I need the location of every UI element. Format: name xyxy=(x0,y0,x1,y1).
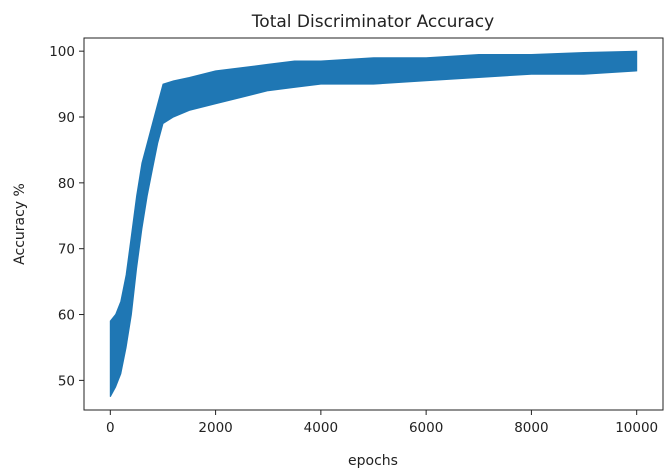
y-tick-label: 90 xyxy=(58,110,75,126)
y-tick-label: 60 xyxy=(58,308,75,324)
x-tick-label: 10000 xyxy=(615,420,658,436)
plot-frame xyxy=(83,37,664,411)
y-axis: 50 60 70 80 90 100 xyxy=(49,44,84,389)
y-tick-label: 80 xyxy=(58,176,75,192)
y-tick-label: 50 xyxy=(58,373,75,389)
x-tick-label: 8000 xyxy=(514,420,548,436)
chart-title: Total Discriminator Accuracy xyxy=(251,12,494,32)
y-tick-label: 100 xyxy=(49,44,75,60)
x-tick-label: 0 xyxy=(106,420,115,436)
x-axis: 0 2000 4000 6000 8000 10000 xyxy=(106,410,658,436)
y-axis-label: Accuracy % xyxy=(12,183,28,265)
y-tick-label: 70 xyxy=(58,242,75,258)
x-tick-label: 2000 xyxy=(198,420,232,436)
plot-area xyxy=(109,50,638,398)
accuracy-series-band xyxy=(109,50,638,398)
x-axis-label: epochs xyxy=(348,453,398,469)
x-tick-label: 4000 xyxy=(304,420,338,436)
x-tick-label: 6000 xyxy=(409,420,443,436)
